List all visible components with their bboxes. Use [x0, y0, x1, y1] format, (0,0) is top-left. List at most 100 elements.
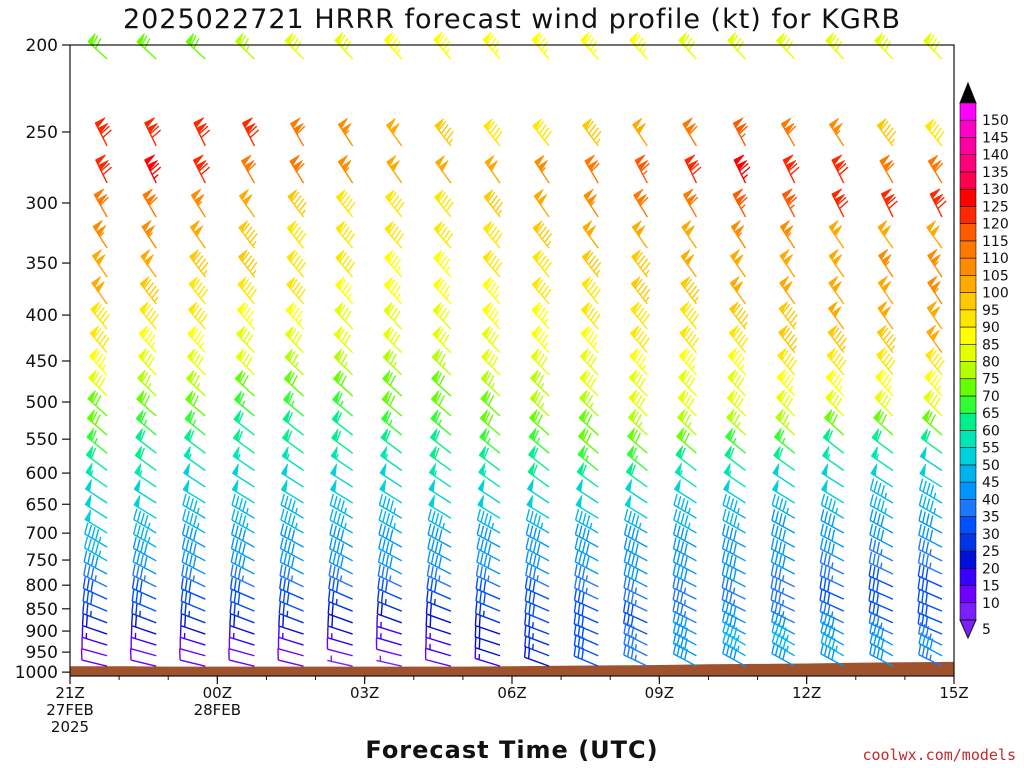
barb-flag: [136, 539, 141, 551]
barb-pennant: [628, 369, 638, 382]
barb-half-flag: [736, 522, 740, 529]
wind-barb: [426, 590, 452, 612]
barb-flag: [184, 566, 189, 578]
barb-pennant: [527, 462, 535, 476]
barb-shaft: [771, 561, 795, 575]
barb-flag: [378, 493, 384, 506]
barb-flag: [241, 556, 246, 569]
barb-pennant: [86, 428, 95, 441]
wind-barb: [574, 537, 599, 562]
barb-flag: [787, 310, 796, 321]
colorbar-label: 115: [982, 234, 1009, 250]
barb-shaft: [229, 636, 255, 646]
wind-barb: [582, 118, 602, 147]
barb-pennant: [780, 117, 792, 129]
barb-flag: [289, 328, 297, 339]
barb-flag: [584, 327, 593, 339]
barb-flag: [181, 550, 186, 563]
barb-flag: [680, 429, 687, 441]
barb-flag: [873, 511, 878, 523]
barb-shaft: [770, 587, 795, 600]
barb-pennant: [675, 445, 684, 459]
barb-flag: [631, 527, 636, 539]
barb-shaft: [624, 561, 648, 575]
wind-barb: [135, 409, 157, 436]
barb-flag: [721, 563, 726, 576]
barb-pennant: [428, 479, 436, 493]
barb-flag: [787, 196, 798, 206]
barb-flag: [529, 525, 534, 537]
wind-barb: [427, 537, 452, 562]
barb-flag: [544, 130, 552, 141]
barb-flag: [823, 539, 828, 552]
barb-flag: [96, 331, 105, 342]
wind-barb: [333, 348, 354, 376]
wind-barb: [327, 626, 353, 646]
barb-pennant: [531, 31, 541, 45]
wind-barb: [531, 301, 550, 330]
barb-flag: [770, 576, 774, 589]
wind-barb: [129, 648, 157, 667]
barb-flag: [879, 349, 888, 360]
barb-flag: [729, 592, 733, 604]
barb-flag: [425, 602, 429, 615]
barb-flag: [234, 510, 240, 523]
barb-flag: [331, 615, 334, 628]
barb-flag: [868, 564, 872, 577]
wind-barb: [776, 369, 796, 397]
wind-barb: [329, 493, 354, 519]
wind-barb: [722, 631, 746, 657]
wind-barb: [479, 428, 501, 454]
wind-barb: [94, 117, 112, 147]
barb-shaft: [181, 575, 206, 588]
barb-pennant: [292, 160, 303, 172]
barb-flag: [688, 334, 697, 345]
barb-flag: [382, 495, 387, 508]
wind-barb: [329, 508, 354, 534]
barb-flag: [827, 592, 831, 605]
barb-pennant: [871, 428, 880, 442]
barb-pennant: [189, 249, 199, 262]
wind-barb: [917, 643, 943, 667]
barb-flag: [238, 554, 242, 567]
barb-flag: [94, 303, 103, 315]
barb-pennant: [733, 154, 745, 166]
barb-half-flag: [396, 48, 401, 55]
barb-pennant: [587, 160, 598, 172]
wind-barb: [334, 302, 354, 330]
barb-flag: [390, 307, 398, 319]
barb-flag: [685, 37, 693, 48]
barb-flag: [876, 527, 881, 540]
barb-flag: [885, 334, 894, 345]
wind-barb: [632, 117, 648, 147]
barb-flag: [634, 432, 642, 444]
barb-flag: [295, 162, 305, 172]
barb-shaft: [327, 659, 353, 667]
barb-flag: [144, 514, 149, 527]
barb-pennant: [635, 123, 646, 135]
barb-flag: [725, 525, 730, 538]
colorbar-label: 140: [982, 148, 1009, 164]
wind-barb: [673, 523, 697, 548]
barb-flag: [823, 525, 828, 538]
barb-pennant: [626, 445, 635, 459]
barb-flag: [926, 482, 931, 495]
barb-flag: [731, 34, 739, 46]
barb-pennant: [919, 446, 927, 460]
barb-flag: [782, 543, 786, 555]
barb-flag: [577, 614, 581, 626]
wind-barb: [826, 347, 847, 376]
barb-half-flag: [540, 402, 545, 409]
wind-barb: [531, 31, 550, 60]
barb-flag: [877, 482, 882, 495]
wind-barb: [771, 620, 796, 646]
barb-shaft: [869, 653, 894, 667]
barb-flag: [921, 614, 925, 626]
barb-flag: [679, 592, 684, 604]
barb-flag: [338, 304, 346, 315]
wind-barb: [682, 188, 699, 218]
wind-barb: [732, 117, 749, 147]
barb-flag: [586, 394, 594, 406]
barb-flag: [925, 593, 928, 605]
barb-flag: [237, 430, 244, 442]
